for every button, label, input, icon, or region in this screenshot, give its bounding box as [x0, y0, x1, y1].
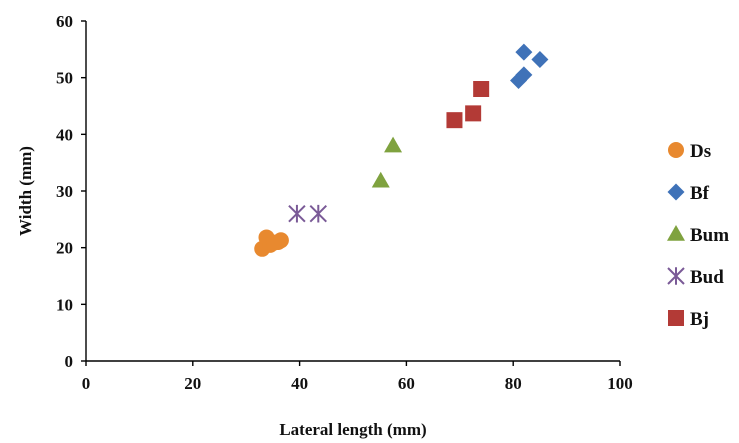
legend-marker — [668, 310, 684, 326]
x-tick-label: 100 — [607, 374, 633, 393]
data-point — [446, 112, 463, 129]
legend-marker — [667, 225, 685, 241]
legend-label: Bum — [690, 225, 729, 246]
series-bf — [510, 43, 549, 89]
legend-label: Bf — [690, 183, 710, 204]
data-point — [288, 204, 306, 223]
axes — [85, 21, 620, 362]
data-point — [309, 204, 327, 223]
series-ds — [254, 229, 289, 257]
data-point — [384, 136, 403, 153]
data-point — [371, 171, 390, 188]
data-point — [473, 81, 490, 97]
series-bud — [288, 204, 327, 223]
legend-marker — [667, 267, 685, 285]
y-tick-label: 0 — [65, 352, 74, 371]
x-tick-label: 0 — [82, 374, 91, 393]
series-bum — [371, 136, 403, 188]
legend-marker — [667, 183, 685, 201]
x-tick-label: 20 — [184, 374, 201, 393]
series-bj — [446, 81, 490, 129]
data-point — [465, 105, 482, 122]
legend-label: Bud — [690, 267, 724, 288]
y-ticks: 0 10 20 30 40 50 60 — [56, 12, 86, 371]
legend-label: Ds — [690, 141, 711, 162]
data-point — [515, 43, 533, 61]
y-tick-label: 40 — [56, 125, 73, 144]
x-axis-title: Lateral length (mm) — [279, 420, 426, 439]
legend: Ds Bf Bum Bud Bj — [667, 141, 729, 330]
data-point — [515, 66, 533, 84]
data-points — [254, 43, 549, 257]
x-tick-label: 40 — [291, 374, 308, 393]
legend-label: Bj — [690, 309, 709, 330]
legend-marker — [668, 142, 684, 158]
x-tick-label: 80 — [505, 374, 522, 393]
data-point — [531, 51, 549, 69]
y-tick-label: 20 — [56, 239, 73, 258]
y-tick-label: 10 — [56, 295, 73, 314]
y-axis-title: Width (mm) — [16, 146, 35, 236]
y-tick-label: 30 — [56, 182, 73, 201]
x-tick-label: 60 — [398, 374, 415, 393]
y-tick-label: 50 — [56, 69, 73, 88]
y-tick-label: 60 — [56, 12, 73, 31]
data-point — [265, 234, 282, 251]
x-ticks: 0 20 40 60 80 100 — [82, 361, 633, 393]
